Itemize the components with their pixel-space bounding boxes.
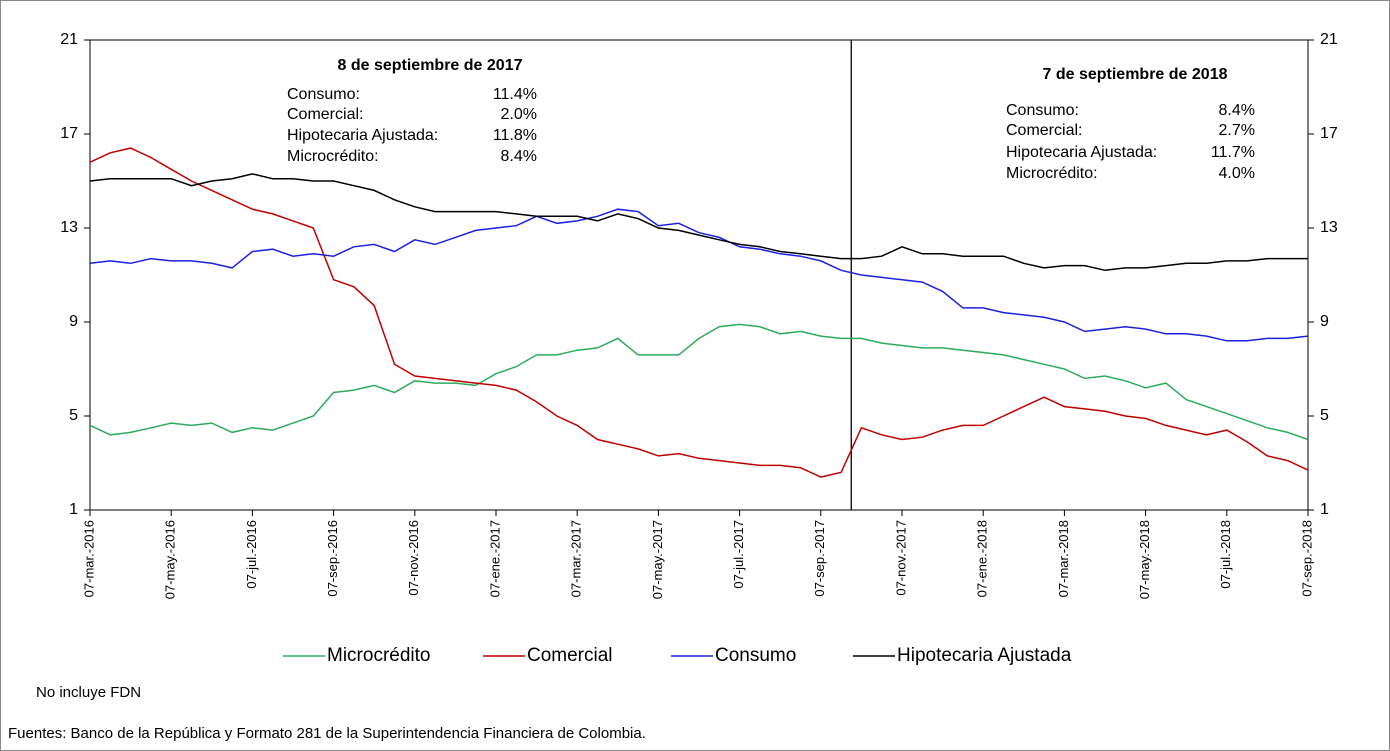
annotation-label: Hipotecaria Ajustada: — [1006, 144, 1157, 161]
legend-label: Hipotecaria Ajustada — [897, 645, 1072, 666]
x-tick-label: 07-may.-2016 — [163, 520, 178, 599]
x-tick-label: 07-ene.-2017 — [487, 520, 502, 597]
annotation-label: Comercial: — [287, 106, 363, 123]
y2-tick-label: 21 — [1320, 31, 1338, 48]
annotation-value: 11.7% — [1211, 144, 1255, 161]
x-tick-label: 07-nov.-2017 — [893, 520, 908, 596]
x-tick-label: 07-may.-2018 — [1137, 520, 1152, 599]
y-tick-label: 5 — [69, 407, 78, 424]
y-tick-label: 1 — [69, 501, 78, 518]
x-tick-label: 07-jul.-2016 — [244, 520, 259, 589]
y2-tick-label: 17 — [1320, 125, 1338, 142]
annotation-value: 8.4% — [1219, 102, 1255, 119]
x-tick-label: 07-sep.-2016 — [325, 520, 340, 597]
x-tick-label: 07-mar.-2016 — [81, 520, 96, 597]
annotation-value: 2.0% — [501, 106, 537, 123]
note: No incluye FDN — [36, 684, 141, 701]
legend-label: Consumo — [715, 645, 796, 666]
series-line — [89, 323, 1309, 441]
y-tick-label: 21 — [60, 31, 78, 48]
series-line — [89, 173, 1308, 272]
annotation-title: 8 de septiembre de 2017 — [338, 57, 523, 74]
annotation-label: Comercial: — [1006, 122, 1082, 139]
y-tick-label: 9 — [69, 313, 78, 330]
y2-tick-label: 5 — [1320, 407, 1329, 424]
series-line — [89, 208, 1309, 342]
series-line — [89, 147, 1309, 478]
y-tick-label: 13 — [60, 219, 78, 236]
legend-label: Microcrédito — [327, 645, 430, 666]
x-tick-label: 07-ene.-2018 — [975, 520, 990, 597]
annotation-value: 8.4% — [501, 148, 537, 165]
annotation-value: 11.4% — [493, 86, 537, 103]
annotation-label: Hipotecaria Ajustada: — [287, 127, 438, 144]
y2-tick-label: 9 — [1320, 313, 1329, 330]
x-tick-label: 07-jul.-2018 — [1218, 520, 1233, 589]
plot-area — [89, 39, 1309, 511]
x-tick-label: 07-mar.-2018 — [1056, 520, 1071, 597]
y-tick-label: 17 — [60, 125, 78, 142]
annotation-value: 4.0% — [1219, 165, 1255, 182]
x-tick-label: 07-jul.-2017 — [731, 520, 746, 589]
y2-tick-label: 13 — [1320, 219, 1338, 236]
x-tick-label: 07-sep.-2017 — [812, 520, 827, 597]
source: Fuentes: Banco de la República y Formato… — [8, 725, 646, 742]
annotation-label: Microcrédito: — [287, 148, 379, 165]
annotation-label: Consumo: — [287, 86, 360, 103]
annotation-value: 2.7% — [1219, 122, 1255, 139]
x-tick-label: 07-nov.-2016 — [406, 520, 421, 596]
annotation-title: 7 de septiembre de 2018 — [1043, 66, 1228, 83]
annotation-value: 11.8% — [493, 127, 537, 144]
x-tick-label: 07-mar.-2017 — [569, 520, 584, 597]
annotation-label: Consumo: — [1006, 102, 1079, 119]
y2-tick-label: 1 — [1320, 501, 1329, 518]
x-tick-label: 07-may.-2017 — [650, 520, 665, 599]
legend-label: Comercial — [527, 645, 613, 666]
x-tick-label: 07-sep.-2018 — [1299, 520, 1314, 597]
annotation-label: Microcrédito: — [1006, 165, 1098, 182]
